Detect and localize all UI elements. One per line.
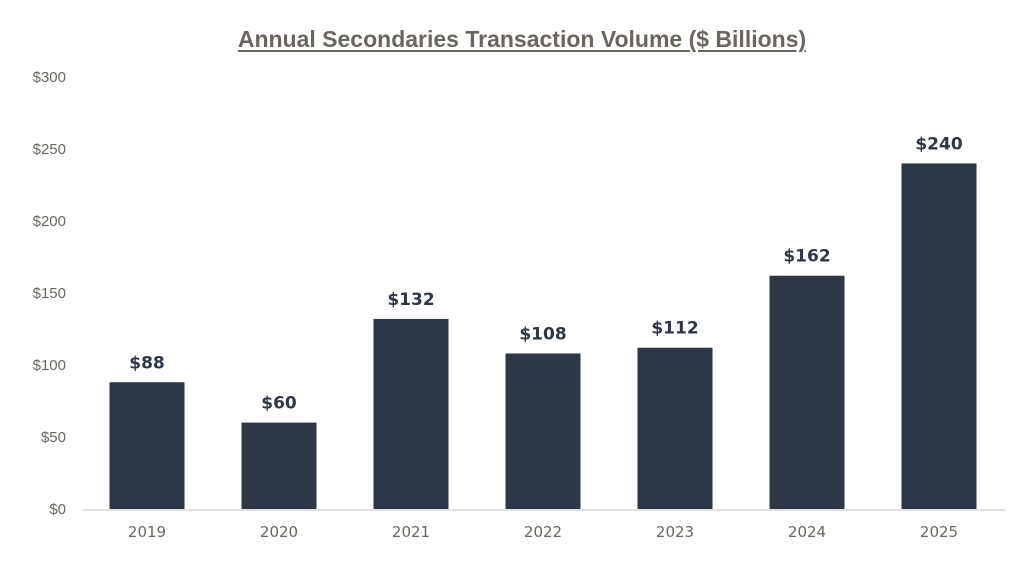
x-tick-label: 2021 xyxy=(392,523,430,541)
x-tick-label: 2019 xyxy=(128,523,166,541)
y-tick-label: $250 xyxy=(33,141,66,158)
x-tick-label: 2022 xyxy=(524,523,562,541)
bar-2022 xyxy=(505,353,581,509)
bar-2020 xyxy=(241,422,317,509)
bar-2023 xyxy=(637,347,713,509)
data-label: $112 xyxy=(651,319,698,339)
data-label: $132 xyxy=(387,290,434,310)
x-tick-label: 2024 xyxy=(788,523,826,541)
y-tick-label: $300 xyxy=(33,69,66,86)
chart-title: Annual Secondaries Transaction Volume ($… xyxy=(237,26,807,52)
bar-2024 xyxy=(769,275,845,509)
y-tick-label: $150 xyxy=(33,285,66,302)
y-tick-label: $0 xyxy=(49,501,66,518)
bar-2021 xyxy=(373,318,449,509)
x-tick-label: 2023 xyxy=(656,523,694,541)
y-tick-label: $200 xyxy=(33,213,66,230)
data-label: $60 xyxy=(261,394,297,414)
bar-2025 xyxy=(901,163,977,509)
data-label: $162 xyxy=(783,247,830,267)
x-tick-label: 2020 xyxy=(260,523,298,541)
y-tick-label: $100 xyxy=(33,357,66,374)
data-label: $108 xyxy=(519,324,566,344)
y-tick-label: $50 xyxy=(41,429,66,446)
data-label: $240 xyxy=(915,134,962,154)
bar-2019 xyxy=(109,382,185,509)
data-label: $88 xyxy=(129,353,165,373)
x-tick-label: 2025 xyxy=(920,523,958,541)
